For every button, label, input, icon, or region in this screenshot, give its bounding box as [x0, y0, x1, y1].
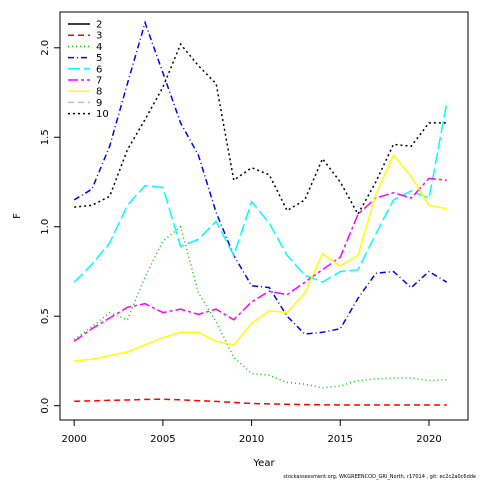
series-line-5 — [73, 20, 448, 335]
series-line-8 — [74, 153, 447, 362]
legend-label: 10 — [96, 109, 109, 120]
x-tick-label: 2020 — [416, 434, 441, 445]
y-tick-label: 0.0 — [40, 398, 51, 414]
series-line-10 — [74, 42, 447, 216]
y-tick-label: 1.0 — [40, 219, 51, 235]
legend-label: 7 — [96, 76, 102, 87]
x-tick-label: 2010 — [239, 434, 264, 445]
series-line-7 — [73, 177, 447, 342]
x-tick-label: 2000 — [61, 434, 86, 445]
x-axis: 2000 2005 2010 2015 2020 — [61, 419, 442, 445]
legend-label: 2 — [96, 20, 102, 31]
legend-label: 5 — [96, 53, 102, 64]
legend-label: 6 — [96, 64, 102, 75]
series-line-3 — [74, 398, 447, 406]
y-tick-label: 2.0 — [40, 40, 51, 56]
y-axis-title: F — [12, 213, 23, 219]
legend-label: 8 — [96, 87, 102, 98]
legend-label: 4 — [96, 42, 102, 53]
credit-text: stockassessment.org, WKGREENCOD_GRI_Nort… — [283, 474, 476, 480]
y-tick-label: 1.5 — [40, 129, 51, 145]
y-tick-label: 0.5 — [40, 308, 51, 324]
x-tick-label: 2015 — [328, 434, 353, 445]
series-line-6 — [73, 103, 448, 284]
legend-label: 9 — [96, 98, 102, 109]
x-axis-title: Year — [252, 458, 275, 469]
series-layer — [73, 20, 448, 406]
legend-label: 3 — [96, 31, 102, 42]
x-tick-label: 2005 — [150, 434, 175, 445]
y-axis: 0.0 0.5 1.0 1.5 2.0 — [40, 40, 61, 414]
